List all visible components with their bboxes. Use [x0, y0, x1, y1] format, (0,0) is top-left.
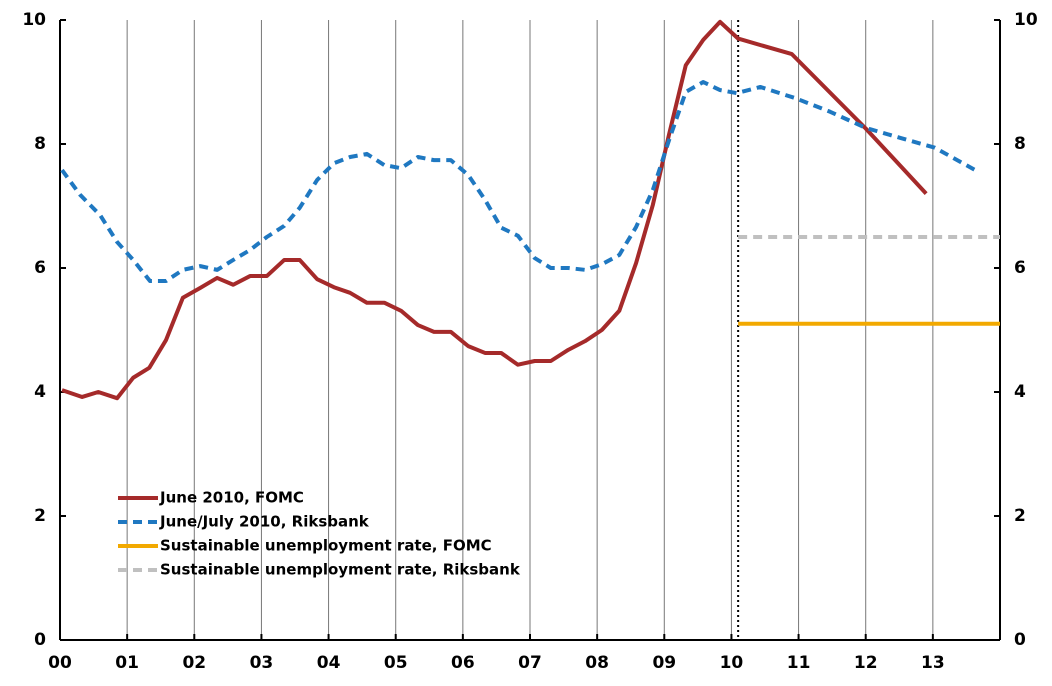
x-tick-label: 10 [720, 653, 744, 673]
series-line [60, 80, 977, 284]
x-tick-label: 05 [384, 653, 408, 673]
legend-label: June/July 2010, Riksbank [159, 513, 370, 531]
x-tick-label: 13 [921, 653, 945, 673]
y-tick-label: 4 [34, 382, 46, 402]
y-tick-label: 2 [34, 506, 46, 526]
x-tick-label: 12 [854, 653, 878, 673]
legend-label: June 2010, FOMC [159, 489, 304, 507]
x-tick-label: 02 [182, 653, 206, 673]
x-tick-label: 00 [48, 653, 72, 673]
x-tick-label: 08 [585, 653, 609, 673]
x-tick-label: 06 [451, 653, 475, 673]
x-tick-label: 07 [518, 653, 542, 673]
x-tick-label: 09 [652, 653, 676, 673]
y2-tick-label: 0 [1014, 630, 1026, 650]
y2-tick-label: 2 [1014, 506, 1026, 526]
legend-label: Sustainable unemployment rate, Riksbank [160, 561, 521, 579]
y2-tick-label: 10 [1014, 10, 1038, 30]
y-tick-label: 10 [22, 10, 46, 30]
y-tick-label: 6 [34, 258, 46, 278]
y-tick-label: 8 [34, 134, 46, 154]
y-tick-label: 0 [34, 630, 46, 650]
y2-tick-label: 4 [1014, 382, 1026, 402]
x-tick-label: 11 [787, 653, 811, 673]
x-tick-label: 01 [115, 653, 139, 673]
legend-label: Sustainable unemployment rate, FOMC [160, 537, 492, 555]
series-line [61, 19, 928, 401]
y2-tick-label: 8 [1014, 134, 1026, 154]
y2-tick-label: 6 [1014, 258, 1026, 278]
x-tick-label: 04 [317, 653, 341, 673]
x-tick-label: 03 [250, 653, 274, 673]
